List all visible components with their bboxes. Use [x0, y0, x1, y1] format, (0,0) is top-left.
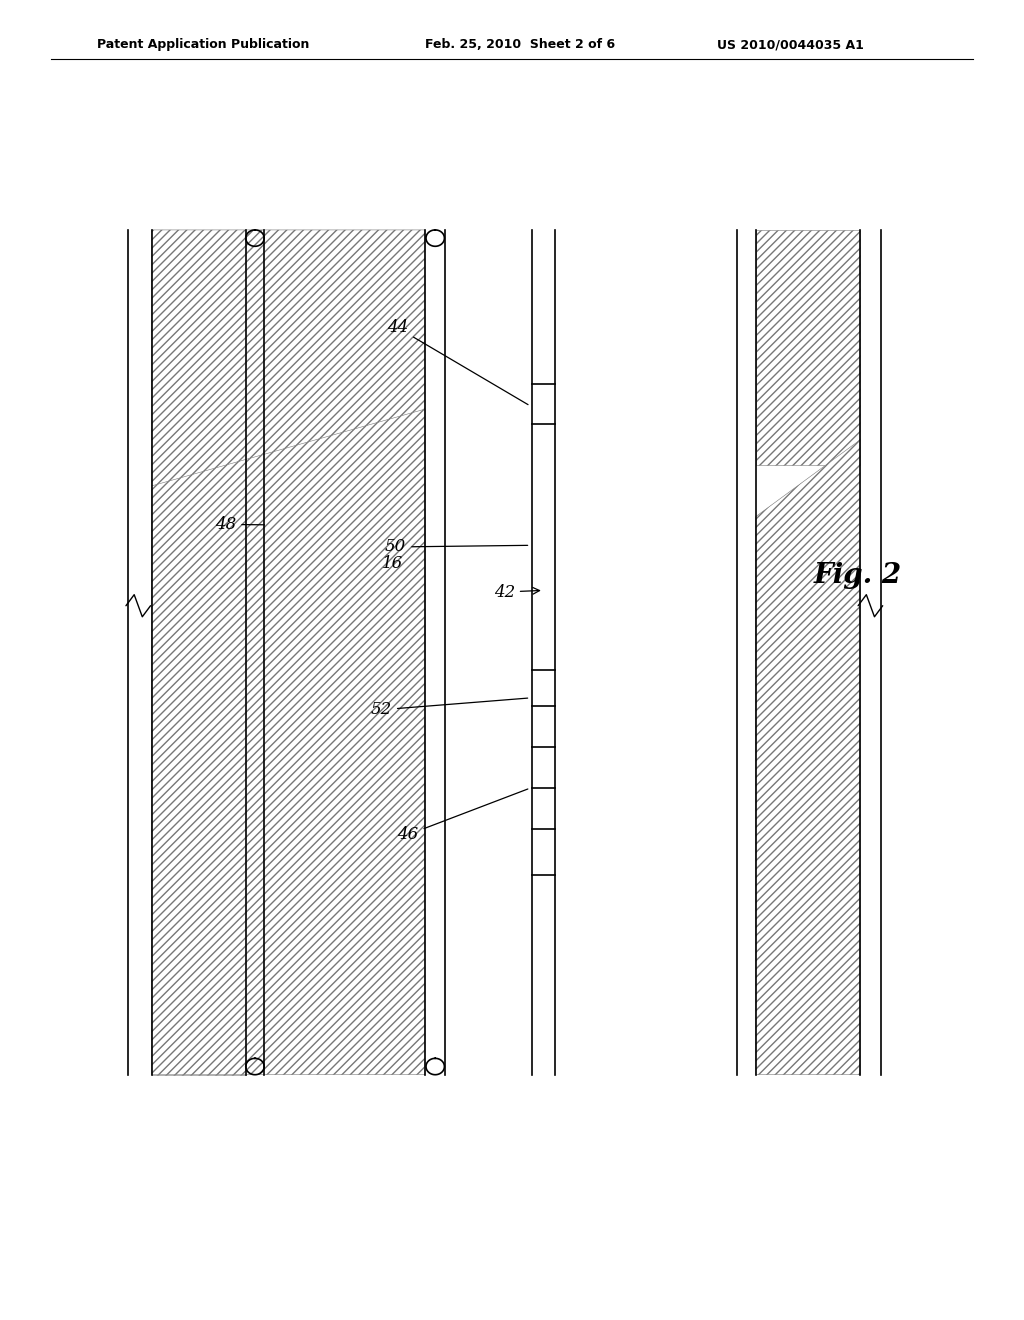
Bar: [152, 379, 246, 1074]
Polygon shape: [152, 409, 425, 1074]
Text: 44: 44: [387, 319, 528, 405]
Text: US 2010/0044035 A1: US 2010/0044035 A1: [717, 38, 863, 51]
Polygon shape: [152, 230, 425, 777]
Text: 48: 48: [215, 516, 264, 533]
Polygon shape: [756, 440, 860, 1074]
Text: 52: 52: [371, 698, 527, 718]
Bar: [756, 230, 860, 466]
Bar: [152, 230, 246, 583]
Text: Feb. 25, 2010  Sheet 2 of 6: Feb. 25, 2010 Sheet 2 of 6: [425, 38, 615, 51]
Text: 42: 42: [494, 583, 540, 601]
Text: Patent Application Publication: Patent Application Publication: [97, 38, 309, 51]
Text: 46: 46: [397, 789, 527, 843]
Text: 50: 50: [385, 539, 527, 556]
Text: Fig. 2: Fig. 2: [814, 562, 902, 589]
Text: 16: 16: [382, 554, 403, 572]
